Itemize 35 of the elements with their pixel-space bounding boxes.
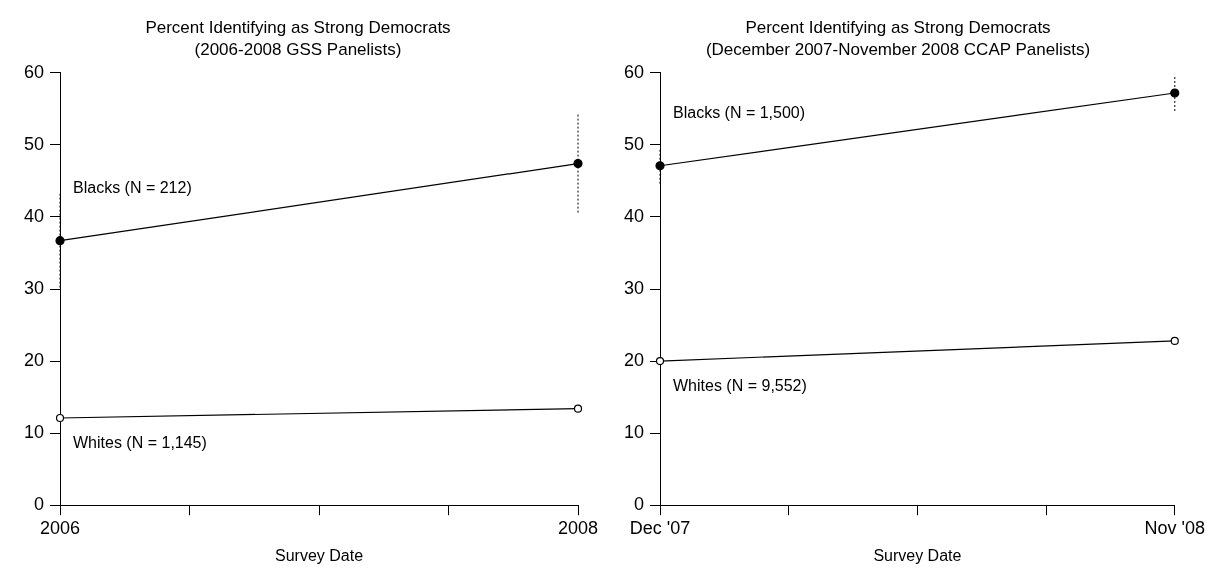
x-tick-label: 2006 xyxy=(40,517,81,538)
y-tick-label: 10 xyxy=(23,422,45,443)
y-tick-label: 20 xyxy=(23,350,45,371)
x-axis-title: Survey Date xyxy=(274,546,364,564)
y-tick-label: 30 xyxy=(23,277,45,298)
y-tick-label: 0 xyxy=(634,494,645,515)
point xyxy=(573,404,583,413)
x-axis-title: Survey Date xyxy=(873,546,962,564)
y-tick-label: 30 xyxy=(623,277,645,298)
chart-subtitle: (2006-2008 GSS Panelists) xyxy=(194,40,402,60)
series-label: Whites (N = 9,552) xyxy=(673,377,807,395)
chart-subtitle: (December 2007-November 2008 CCAP Panelists) xyxy=(705,40,1091,60)
series-label: Blacks (N = 1,500) xyxy=(673,104,806,122)
point xyxy=(655,356,665,366)
y-tick-label: 40 xyxy=(23,205,45,226)
point xyxy=(1170,336,1179,345)
y-tick-label: 60 xyxy=(623,61,645,82)
y-tick-label: 0 xyxy=(34,494,45,515)
series-label: Whites (N = 1,145) xyxy=(73,434,207,452)
x-tick-label: Dec '07 xyxy=(629,517,691,538)
chart-title: Percent Identifying as Strong Democrats xyxy=(745,17,1051,37)
series-label: Blacks (N = 212) xyxy=(73,179,192,197)
point xyxy=(1170,88,1180,98)
y-tick-label: 20 xyxy=(623,350,645,371)
y-tick-label: 50 xyxy=(23,133,45,154)
y-tick-label: 40 xyxy=(623,205,645,226)
point xyxy=(655,161,665,171)
point xyxy=(55,413,65,423)
x-tick-label: Nov '08 xyxy=(1144,517,1205,538)
y-tick-label: 10 xyxy=(623,422,645,443)
point xyxy=(55,236,65,246)
y-tick-label: 50 xyxy=(623,133,645,154)
x-tick-label: 2008 xyxy=(557,517,599,538)
chart-title: Percent Identifying as Strong Democrats xyxy=(145,17,451,37)
y-tick-label: 60 xyxy=(23,61,45,82)
